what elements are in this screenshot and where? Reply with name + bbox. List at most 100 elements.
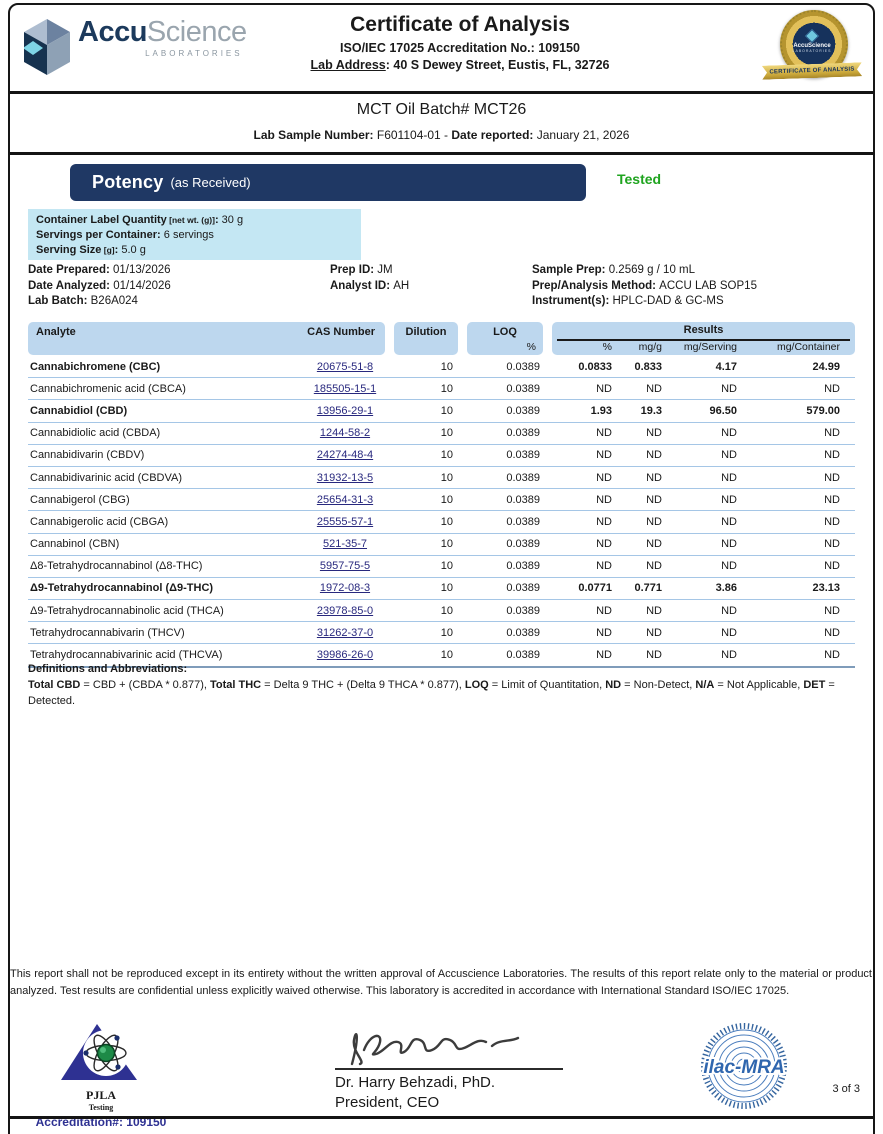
result-value: ND <box>824 560 840 573</box>
result-value: ND <box>646 515 662 528</box>
cas-link[interactable]: 25555-57-1 <box>316 515 374 528</box>
loq-value: 0.0389 <box>506 382 540 395</box>
cas-link[interactable]: 185505-15-1 <box>313 382 377 395</box>
analyte-name: Cannabichromene (CBC) <box>30 360 161 373</box>
result-value: ND <box>721 493 737 506</box>
result-value: ND <box>824 626 840 639</box>
dilution-value: 10 <box>440 538 453 551</box>
signature-block: Dr. Harry Behzadi, PhD. President, CEO <box>330 1022 570 1111</box>
dilution-value: 10 <box>440 382 453 395</box>
dilution-value: 10 <box>440 560 453 573</box>
seal-ribbon: CERTIFICATE OF ANALYSIS <box>762 62 862 79</box>
result-value: ND <box>824 471 840 484</box>
definition-segment: Total THC <box>209 679 262 691</box>
result-unit-label: mg/g <box>638 341 662 353</box>
accuscience-logo: AccuScience LABORATORIES <box>24 18 247 76</box>
dilution-value: 10 <box>440 604 453 617</box>
ilac-mra-icon: ilac-MRA <box>701 1023 787 1109</box>
result-value: ND <box>824 538 840 551</box>
result-unit-label: mg/Serving <box>683 341 737 353</box>
table-row: Δ9-Tetrahydrocannabinol (Δ9-THC) 1972-08-… <box>28 578 855 601</box>
definition-segment: DET <box>803 679 826 691</box>
result-value: ND <box>596 382 612 395</box>
info-line: Instrument(s): HPLC-DAD & GC-MS <box>532 295 724 307</box>
analyte-name: Cannabichromenic acid (CBCA) <box>30 382 186 395</box>
loq-value: 0.0389 <box>506 471 540 484</box>
cas-link[interactable]: 20675-51-8 <box>316 360 374 373</box>
pjla-accreditation-badge: PJLA Testing Accreditation#: 109150 <box>26 1022 176 1129</box>
result-value: ND <box>721 449 737 462</box>
result-value: ND <box>646 649 662 662</box>
result-value: 3.86 <box>715 582 737 595</box>
loq-value: 0.0389 <box>506 404 540 417</box>
cas-link[interactable]: 5957-75-5 <box>319 560 371 573</box>
cas-link[interactable]: 13956-29-1 <box>316 404 374 417</box>
result-value: ND <box>721 560 737 573</box>
table-row: Cannabigerolic acid (CBGA) 25555-57-1 10 0.… <box>28 511 855 534</box>
analyte-name: Δ8-Tetrahydrocannabinol (Δ8-THC) <box>30 560 203 573</box>
analyte-name: Cannabigerolic acid (CBGA) <box>30 515 169 528</box>
result-value: ND <box>596 604 612 617</box>
table-row: Cannabichromenic acid (CBCA) 185505-15-1 1… <box>28 378 855 401</box>
result-value: ND <box>721 515 737 528</box>
ilac-mra-stamp: ilac-MRA <box>700 1022 788 1115</box>
analyte-name: Cannabidiolic acid (CBDA) <box>30 427 161 440</box>
definitions-section: Definitions and Abbreviations: Total CBD… <box>28 661 840 709</box>
logo-wordmark: AccuScience <box>78 16 247 48</box>
cas-link[interactable]: 521-35-7 <box>322 538 368 551</box>
tested-status-badge: Tested <box>617 171 662 187</box>
result-value: 0.0771 <box>578 582 612 595</box>
result-value: ND <box>824 493 840 506</box>
result-unit-label: % <box>602 341 612 353</box>
header-divider <box>10 91 873 94</box>
cas-link[interactable]: 23978-85-0 <box>316 604 374 617</box>
result-value: 579.00 <box>806 404 840 417</box>
result-value: ND <box>824 515 840 528</box>
analyte-name: Tetrahydrocannabivarinic acid (THCVA) <box>30 649 223 662</box>
cas-link[interactable]: 1972-08-3 <box>319 582 371 595</box>
cas-link[interactable]: 31932-13-5 <box>316 471 374 484</box>
definition-segment: = Non-Detect, <box>621 679 696 691</box>
cas-link[interactable]: 24274-48-4 <box>316 449 374 462</box>
loq-value: 0.0389 <box>506 515 540 528</box>
table-row: Cannabigerol (CBG) 25654-31-3 10 0.0389 ND ND… <box>28 489 855 512</box>
table-header-analyte-cas: Analyte CAS Number <box>28 322 385 355</box>
table-row: Cannabichromene (CBC) 20675-51-8 10 0.0389 0… <box>28 356 855 379</box>
result-value: ND <box>646 382 662 395</box>
result-value: 19.3 <box>640 404 662 417</box>
analyte-name: Cannabidivarinic acid (CBDVA) <box>30 471 183 484</box>
result-value: 4.17 <box>715 360 737 373</box>
loq-value: 0.0389 <box>506 649 540 662</box>
quantity-line: Serving Size [g]: 5.0 g <box>36 244 146 256</box>
result-value: ND <box>596 649 612 662</box>
loq-value: 0.0389 <box>506 360 540 373</box>
sample-divider <box>10 152 873 155</box>
cas-link[interactable]: 1244-58-2 <box>319 427 371 440</box>
result-value: ND <box>721 626 737 639</box>
loq-value: 0.0389 <box>506 560 540 573</box>
cas-link[interactable]: 25654-31-3 <box>316 493 374 506</box>
info-line: Date Analyzed: 01/14/2026 <box>28 279 171 292</box>
result-value: ND <box>596 560 612 573</box>
table-row: Cannabinol (CBN) 521-35-7 10 0.0389 ND ND ND ND <box>28 534 855 556</box>
info-line: Lab Batch: B26A024 <box>28 295 138 307</box>
page-number: 3 of 3 <box>832 1083 860 1095</box>
dilution-value: 10 <box>440 626 453 639</box>
result-value: ND <box>824 427 840 440</box>
prep-info-col-ids: Prep ID: JM Analyst ID: AH <box>330 263 409 294</box>
table-row: Cannabidivarin (CBDV) 24274-48-4 10 0.0389 N… <box>28 445 855 467</box>
cas-link[interactable]: 31262-37-0 <box>316 626 374 639</box>
result-value: ND <box>596 471 612 484</box>
dilution-value: 10 <box>440 404 453 417</box>
cas-link[interactable]: 39986-26-0 <box>316 649 374 662</box>
dilution-value: 10 <box>440 493 453 506</box>
svg-text:ilac-MRA: ilac-MRA <box>703 1057 784 1078</box>
analyte-name: Cannabinol (CBN) <box>30 538 120 551</box>
result-value: ND <box>646 604 662 617</box>
analyte-name: Δ9-Tetrahydrocannabinol (Δ9-THC) <box>30 582 214 595</box>
loq-value: 0.0389 <box>506 427 540 440</box>
definition-segment: Total CBD <box>28 679 81 691</box>
results-underline <box>557 339 850 341</box>
dilution-value: 10 <box>440 582 453 595</box>
